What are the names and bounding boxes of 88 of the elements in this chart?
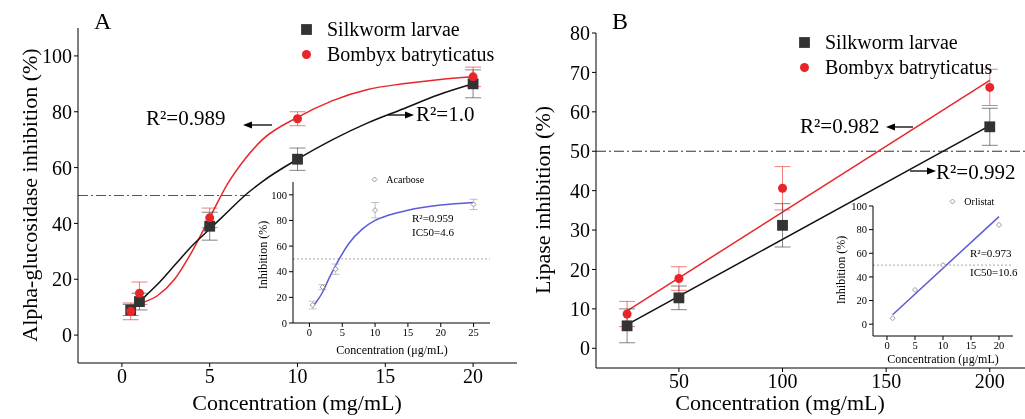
x-tick-label: 150 bbox=[871, 370, 902, 393]
legend-label: Bombyx batryticatus bbox=[327, 43, 495, 66]
x-tick-label: 100 bbox=[767, 370, 798, 393]
y-tick-label: 20 bbox=[570, 258, 590, 281]
legend-label: Bombyx batryticatus bbox=[825, 56, 993, 79]
x-tick-label: 25 bbox=[468, 327, 479, 339]
x-tick-label: 15 bbox=[375, 365, 396, 388]
y-tick-label: 0 bbox=[281, 317, 287, 329]
y-tick-label: 80 bbox=[276, 215, 287, 227]
point bbox=[621, 320, 633, 332]
y-tick-label: 30 bbox=[570, 219, 590, 242]
point bbox=[996, 221, 1002, 228]
y-tick-label: 60 bbox=[856, 248, 867, 259]
y-axis-title: Lipase inhibition (%) bbox=[529, 105, 556, 295]
point bbox=[673, 292, 685, 304]
x-tick-label: 15 bbox=[965, 340, 977, 352]
point bbox=[622, 309, 632, 319]
legend-label: Orlistat bbox=[964, 196, 995, 207]
x-tick-label: 20 bbox=[993, 340, 1005, 352]
x-tick-label: 5 bbox=[204, 365, 215, 388]
legend-label: Acarbose bbox=[386, 174, 425, 185]
y-tick-label: 80 bbox=[856, 224, 867, 236]
y-tick-label: 50 bbox=[570, 140, 590, 163]
y-tick-label: 80 bbox=[52, 100, 72, 123]
chart-title: B bbox=[612, 8, 629, 35]
x-tick-label: 0 bbox=[116, 365, 127, 388]
x-tick-label: 0 bbox=[884, 340, 890, 352]
y-tick-label: 40 bbox=[856, 271, 867, 283]
x-tick-label: 50 bbox=[668, 370, 689, 393]
x-tick-label: 200 bbox=[974, 370, 1005, 393]
y-axis-title: Inhibition (%) bbox=[256, 220, 271, 290]
x-tick-label: 20 bbox=[463, 365, 484, 388]
point bbox=[134, 288, 144, 298]
point bbox=[984, 121, 996, 133]
annotation: R²=1.0 bbox=[416, 102, 475, 127]
point bbox=[372, 207, 379, 214]
y-tick-label: 40 bbox=[276, 266, 287, 278]
y-tick-label: 100 bbox=[851, 200, 867, 212]
legend-label: Silkworm larvae bbox=[825, 31, 958, 54]
y-tick-label: 100 bbox=[42, 45, 72, 68]
point bbox=[889, 315, 896, 322]
x-axis-title: Concentration (μg/mL) bbox=[336, 343, 448, 358]
annotation: R²=0.982 bbox=[800, 114, 880, 139]
x-axis-title: Concentration (mg/mL) bbox=[192, 390, 402, 416]
x-tick-label: 5 bbox=[912, 340, 918, 352]
annotation: IC50=10.6 bbox=[970, 266, 1018, 278]
x-tick-label: 0 bbox=[306, 327, 313, 339]
y-tick-label: 60 bbox=[52, 156, 72, 179]
x-tick-label: 10 bbox=[937, 340, 949, 352]
annotation: R²=0.973 bbox=[970, 247, 1012, 259]
point bbox=[204, 220, 216, 232]
point bbox=[674, 274, 684, 284]
y-tick-label: 60 bbox=[570, 100, 590, 123]
annotation: R²=0.959 bbox=[412, 212, 454, 224]
x-tick-label: 15 bbox=[402, 327, 414, 339]
point bbox=[985, 82, 995, 92]
x-tick-label: 5 bbox=[339, 327, 345, 339]
x-axis-title: Concentration (mg/mL) bbox=[675, 390, 885, 416]
annotation: R²=0.989 bbox=[146, 106, 226, 131]
point bbox=[292, 153, 303, 165]
point bbox=[205, 213, 215, 223]
y-tick-label: 0 bbox=[861, 318, 867, 330]
y-axis-title: Inhibition (%) bbox=[834, 235, 849, 305]
point bbox=[777, 219, 788, 231]
point bbox=[912, 286, 918, 293]
x-axis-title: Concentration (μg/mL) bbox=[887, 352, 999, 367]
y-axis-title: Alpha-glucosidase inhibition (%) bbox=[16, 48, 42, 342]
point bbox=[293, 114, 302, 124]
y-tick-label: 80 bbox=[570, 22, 590, 45]
point bbox=[468, 72, 478, 82]
x-tick-label: 10 bbox=[369, 327, 381, 339]
point bbox=[940, 262, 946, 269]
chart-title: A bbox=[94, 8, 112, 35]
y-tick-label: 20 bbox=[52, 268, 72, 291]
y-tick-label: 40 bbox=[570, 179, 590, 202]
y-tick-label: 20 bbox=[276, 292, 287, 304]
y-tick-label: 10 bbox=[570, 297, 590, 320]
annotation: IC50=4.6 bbox=[412, 226, 454, 238]
y-tick-label: 20 bbox=[856, 295, 867, 307]
point bbox=[778, 183, 788, 193]
y-tick-label: 60 bbox=[276, 240, 287, 252]
y-tick-label: 70 bbox=[570, 61, 590, 84]
point bbox=[134, 296, 145, 307]
x-tick-label: 20 bbox=[435, 327, 446, 339]
y-tick-label: 100 bbox=[271, 189, 287, 201]
y-tick-label: 40 bbox=[52, 212, 72, 235]
legend-label: Silkworm larvae bbox=[327, 18, 460, 41]
annotation: R²=0.992 bbox=[936, 160, 1016, 185]
